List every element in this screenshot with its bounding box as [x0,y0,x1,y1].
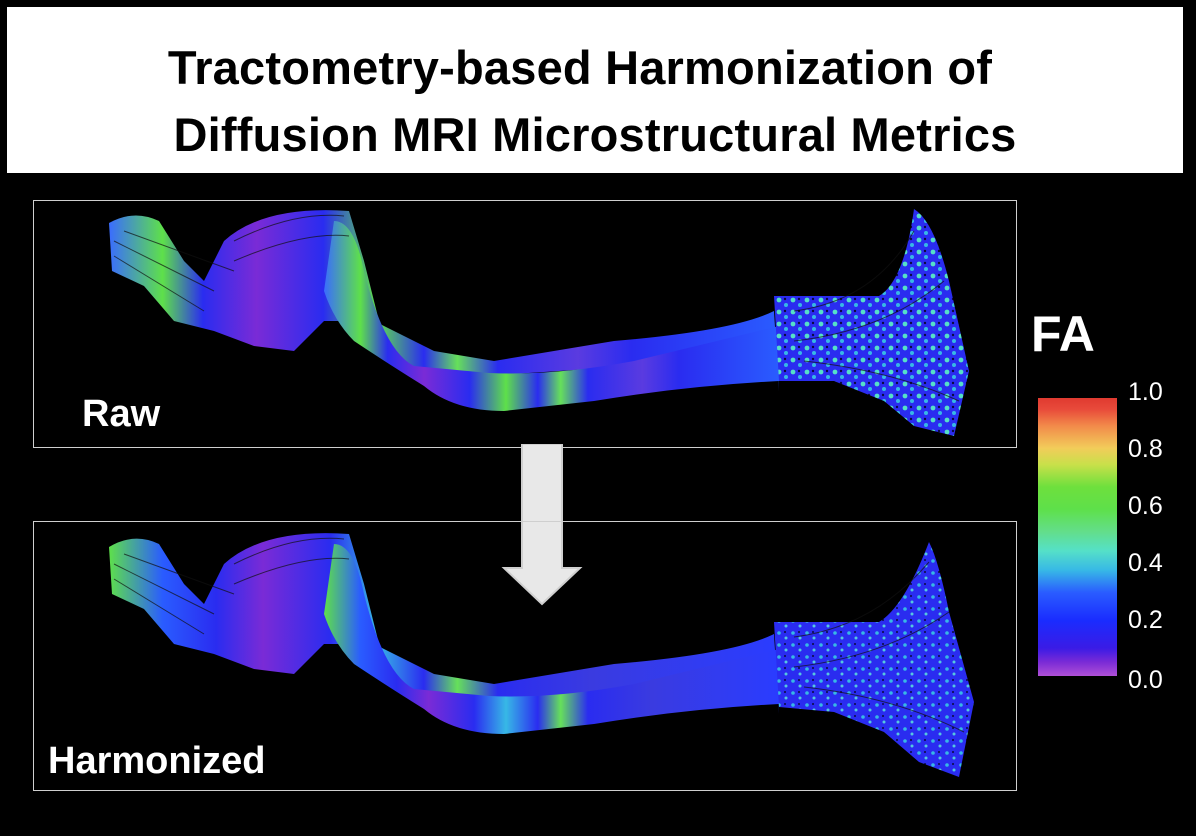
raw-label: Raw [82,393,161,435]
harmonized-label: Harmonized [48,740,266,782]
title-box: Tractometry-based Harmonization of Diffu… [4,4,1186,176]
colorbar-tick-0-4: 0.4 [1128,549,1163,577]
down-arrow-icon [501,444,583,606]
harmonized-panel: Harmonized [33,521,1017,791]
colorbar-tick-1-0: 1.0 [1128,378,1163,406]
title-line-2: Diffusion MRI Microstructural Metrics [173,108,1017,161]
raw-tract-image [109,209,969,436]
harmonized-tract-image [109,533,974,777]
title-line-1: Tractometry-based Harmonization of [167,41,993,94]
colorbar-title: FA [1031,306,1095,362]
colorbar-tick-0-0: 0.0 [1128,666,1163,694]
raw-panel: Raw [33,200,1017,448]
colorbar-tick-0-6: 0.6 [1128,492,1163,520]
colorbar-gradient [1038,398,1117,676]
colorbar-tick-0-8: 0.8 [1128,435,1163,463]
colorbar-tick-0-2: 0.2 [1128,606,1163,634]
